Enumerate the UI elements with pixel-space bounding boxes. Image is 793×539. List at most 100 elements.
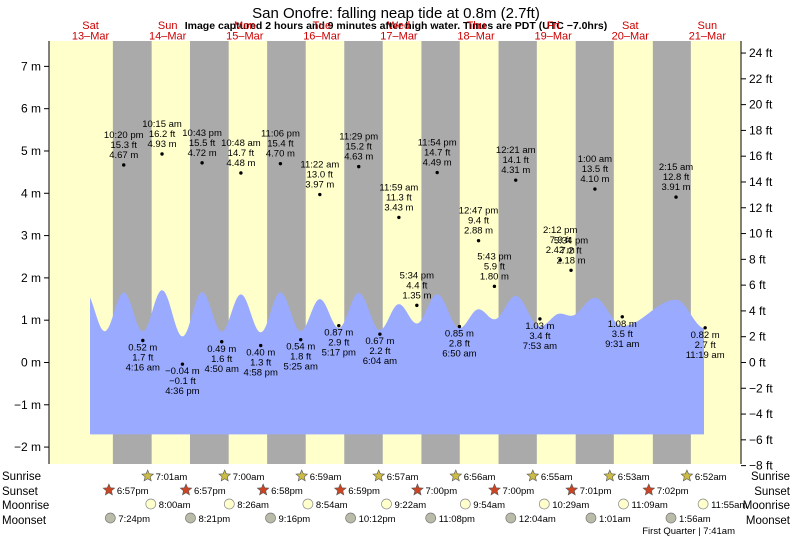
tide-feet: 16.2 ft [149,129,176,140]
sunset-time: 7:01pm [580,486,612,497]
tide-feet: 14.1 ft [503,155,530,166]
right-tick-label: −6 ft [749,433,773,447]
moonrise-time: 9:22am [395,500,427,511]
sunrise-star-icon [526,469,540,482]
tide-time: 1:00 am [578,154,612,165]
tide-point [457,324,462,329]
sunset-time: 6:58pm [271,486,303,497]
right-tick-label: 6 ft [749,278,766,292]
day-of-week-label: Sat [82,20,99,32]
day-of-week-label: Thu [467,20,486,32]
sunrise-star-icon [372,469,386,482]
tide-meters: 3.43 m [384,202,413,213]
day-of-week-label: Wed [388,20,410,32]
left-tick-label: −1 m [14,398,41,412]
tide-meters: 0.87 m [324,328,353,339]
tide-time: 6:50 am [442,349,476,360]
right-tick-label: 24 ft [749,46,773,60]
tide-point [299,337,303,342]
sunset-star-icon [179,483,193,496]
tide-time: 11:59 am [379,182,418,193]
moonrise-moon-icon [618,498,629,510]
tide-feet: 2.9 ft [328,338,349,349]
tide-meters: 2.18 m [557,255,586,266]
sunrise-row-label-left: Sunrise [2,471,41,483]
tide-feet: −0.1 ft [169,376,196,387]
low-tide-label: 0.52 m1.7 ft4:16 am [126,342,160,373]
tide-meters: 1.35 m [402,290,431,301]
sunset-time: 7:00pm [503,486,535,497]
tide-time: 12:21 am [496,145,536,156]
tide-point [259,343,263,348]
tide-feet: 7.2 ft [560,245,581,256]
tide-meters: 0.49 m [207,344,236,355]
day-of-week-label: Sun [158,20,178,32]
right-tick-label: 22 ft [749,72,773,86]
tide-point [141,338,145,343]
sunrise-star-icon [603,469,617,482]
sunrise-time: 6:52am [695,472,727,483]
sunrise-time: 6:56am [464,472,496,483]
date-label: 18–Mar [457,31,495,43]
tide-meters: 4.72 m [188,148,217,159]
low-tide-label: 0.40 m1.3 ft4:58 pm [244,348,278,379]
tide-meters: 2.42 m [546,245,575,256]
sunrise-time: 6:55am [541,472,573,483]
right-tick-label: 14 ft [749,175,773,189]
tide-meters: 3.97 m [305,180,334,191]
left-tick-label: 1 m [21,313,41,327]
day-of-week-label: Fri [547,20,560,32]
sunset-star-icon [565,483,579,496]
sunrise-time: 7:00am [233,472,265,483]
tide-time: 10:15 am [142,119,182,130]
moon-phase: First Quarter | 7:41am [642,526,735,537]
tide-feet: 1.6 ft [211,354,232,365]
left-tick-label: 0 m [21,355,41,369]
high-tide-label: 5:43 pm5.9 ft1.80 m [477,251,511,282]
moonset-time: 10:12pm [359,514,396,525]
tide-feet: 1.8 ft [290,352,311,363]
tide-point [397,215,401,220]
sunrise-star-icon [295,469,309,482]
moonset-moon-icon [425,512,437,524]
tide-time: 9:31 am [605,339,639,350]
right-tick-label: −8 ft [749,459,773,473]
tide-meters: 1.80 m [480,271,509,282]
tide-feet: 1.3 ft [250,358,271,369]
moonset-moon-icon [665,512,677,524]
high-tide-label: 5:34 pm4.4 ft1.35 m [400,270,434,301]
tide-time: 6:04 am [363,356,397,367]
left-tick-label: 2 m [21,271,41,285]
moonrise-time: 8:54am [316,500,348,511]
sunset-star-icon [333,483,347,496]
tide-point [200,161,204,165]
tide-feet: 1.7 ft [132,352,153,363]
moonrise-time: 8:26am [237,500,269,511]
tide-time: 5:25 am [284,362,318,373]
moonrise-moon-icon [302,498,314,510]
tide-time: 5:17 pm [322,348,356,359]
tide-time: 5:34 pm [400,270,434,281]
tide-point [569,268,573,272]
tide-point [492,284,497,289]
left-tick-label: 3 m [21,229,41,243]
water-surface [90,290,704,435]
tide-point [337,323,341,328]
sunrise-time: 6:59am [310,472,342,483]
moonset-time: 12:04am [519,514,556,525]
sunrise-time: 6:57am [387,472,419,483]
tide-feet: 3.4 ft [529,331,550,342]
tide-feet: 5.9 ft [484,261,505,272]
sunrise-time: 6:53am [618,472,650,483]
moonset-time: 9:16pm [279,514,311,525]
moonrise-row-label-right: Moonrise [743,500,790,512]
tide-meters: 1.08 m [608,319,637,330]
right-tick-label: 2 ft [749,330,766,344]
low-tide-label: 0.54 m1.8 ft5:25 am [284,342,318,373]
